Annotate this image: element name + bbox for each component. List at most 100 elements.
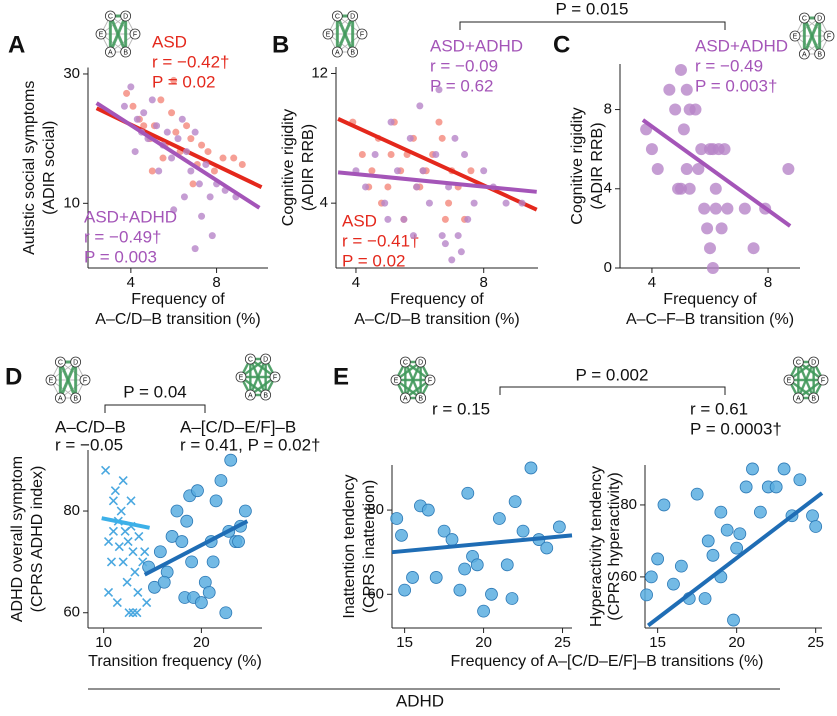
point <box>445 199 453 207</box>
point <box>134 531 144 542</box>
stat-label: r = −0.49† <box>84 227 162 246</box>
point <box>769 480 783 494</box>
point <box>168 109 176 117</box>
point <box>470 558 484 572</box>
point <box>206 193 214 201</box>
network-node-label: A <box>108 49 113 56</box>
series-label: ASD+ADHD <box>695 36 788 55</box>
y-axis-label: Hyperactivity tendency <box>588 466 605 627</box>
point <box>114 542 124 552</box>
point <box>140 109 148 117</box>
network-node-label: A <box>58 395 63 402</box>
point <box>714 505 728 519</box>
point <box>108 526 118 536</box>
network-node <box>792 356 804 368</box>
stat-label: P = 0.62 <box>430 76 494 95</box>
y-tick-label: 10 <box>63 194 80 211</box>
point <box>706 548 720 562</box>
y-tick-label: 60 <box>367 585 384 602</box>
x-axis-label: A–C/D–B transition (%) <box>95 311 260 328</box>
network-node-label: E <box>326 31 331 38</box>
network-node-label: F <box>83 377 87 384</box>
network-node <box>129 28 141 40</box>
point <box>198 141 206 149</box>
network-node-label: C <box>335 13 340 20</box>
network-node <box>45 374 57 386</box>
point <box>132 608 142 618</box>
network-node <box>399 392 411 404</box>
point <box>129 102 137 110</box>
point <box>106 557 117 567</box>
point <box>680 83 693 96</box>
network-node <box>79 374 91 386</box>
point <box>170 504 184 518</box>
x-tick-label: 4 <box>352 274 360 291</box>
network-node <box>798 12 810 24</box>
network-node-label: D <box>817 15 822 22</box>
y-axis-label: (CPRS ADHD index) <box>29 466 46 613</box>
point <box>706 262 719 274</box>
y-axis-label: Inattention tendency <box>341 474 358 618</box>
point <box>409 232 417 240</box>
point <box>142 598 152 608</box>
fit-line <box>641 118 792 228</box>
network-node <box>260 389 272 401</box>
stat-label: P = 0.003 <box>84 247 157 266</box>
point <box>168 154 176 162</box>
x-tick-label: 20 <box>193 634 210 651</box>
series-label: ASD <box>152 32 187 51</box>
y-axis-label: Cognitive rigidity <box>280 109 297 226</box>
fit-line <box>646 491 824 628</box>
point <box>720 523 734 537</box>
point <box>174 135 182 143</box>
network-node-label: F <box>827 33 831 40</box>
point <box>112 598 122 608</box>
y-axis-label: (ADIR RRB) <box>300 124 317 211</box>
network-icon: C D E F A B <box>390 356 436 404</box>
point <box>701 222 714 235</box>
point <box>441 240 449 248</box>
network-icon: C D E F A B <box>45 356 91 404</box>
point <box>140 547 150 557</box>
point <box>674 63 687 76</box>
x-tick-label: 8 <box>480 274 488 291</box>
point <box>232 535 245 548</box>
fit-line <box>143 519 249 577</box>
network-node <box>814 48 826 60</box>
point <box>127 83 135 91</box>
network-node-label: D <box>263 356 268 363</box>
y-tick-label: 30 <box>63 65 80 82</box>
x-axis-label: Frequency of <box>131 291 225 308</box>
point <box>508 495 522 509</box>
series-label: ASD+ADHD <box>84 207 177 226</box>
network-node <box>331 46 343 58</box>
network-icon: C D E F A B <box>783 356 829 404</box>
network-node <box>70 356 82 368</box>
point <box>669 103 682 116</box>
point <box>467 167 475 175</box>
point <box>709 182 722 195</box>
network-node <box>415 356 427 368</box>
point <box>219 154 227 162</box>
x-tick-label: 4 <box>127 274 135 291</box>
point <box>441 215 449 223</box>
point <box>170 76 178 84</box>
point <box>120 102 128 110</box>
bracket <box>459 21 726 30</box>
point <box>552 520 566 534</box>
fit-line <box>101 516 150 530</box>
network-node <box>415 392 427 404</box>
network-node-label: C <box>796 359 801 366</box>
point <box>470 199 478 207</box>
series-label: A–C/D–B <box>55 417 126 436</box>
point <box>153 122 161 130</box>
point <box>721 202 734 215</box>
network-node <box>260 353 272 365</box>
point <box>140 122 148 130</box>
point <box>103 536 114 547</box>
network-node <box>390 374 402 386</box>
y-axis-label: Autistic social symptoms <box>21 81 38 255</box>
y-tick-label: 60 <box>620 568 637 585</box>
point <box>198 212 206 220</box>
network-node-label: A <box>403 395 408 402</box>
